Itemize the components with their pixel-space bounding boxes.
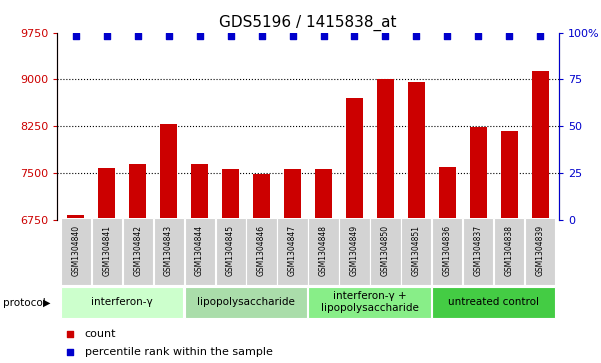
Text: GSM1304840: GSM1304840 [71, 224, 80, 276]
Bar [185, 218, 215, 285]
Point [319, 33, 328, 39]
Text: protocol: protocol [3, 298, 46, 308]
Bar [308, 218, 338, 285]
Bar [532, 71, 549, 220]
Bar [98, 168, 115, 220]
Bar [153, 218, 184, 285]
Bar [160, 124, 177, 220]
Text: GSM1304849: GSM1304849 [350, 224, 359, 276]
Bar [340, 218, 370, 285]
Point [474, 33, 483, 39]
Bar [67, 215, 84, 220]
Point [535, 33, 545, 39]
Bar [61, 218, 91, 285]
Point [226, 33, 236, 39]
Bar [222, 169, 239, 220]
Bar [246, 218, 276, 285]
Point [133, 33, 142, 39]
Text: interferon-γ +
lipopolysaccharide: interferon-γ + lipopolysaccharide [321, 291, 419, 313]
Bar [191, 164, 208, 220]
Point [71, 33, 81, 39]
Text: GSM1304848: GSM1304848 [319, 225, 328, 276]
Text: GSM1304851: GSM1304851 [412, 225, 421, 276]
Text: count: count [85, 329, 116, 339]
Point [505, 33, 514, 39]
Text: GSM1304850: GSM1304850 [381, 224, 390, 276]
Bar [253, 174, 270, 220]
Bar [408, 82, 425, 220]
Text: GSM1304843: GSM1304843 [164, 224, 173, 276]
Bar [432, 287, 555, 318]
Point [417, 272, 427, 278]
Point [288, 33, 297, 39]
Bar [284, 168, 301, 220]
Bar [91, 218, 122, 285]
Bar [439, 167, 456, 220]
Text: GSM1304844: GSM1304844 [195, 224, 204, 276]
Text: lipopolysaccharide: lipopolysaccharide [197, 297, 295, 307]
Bar [346, 98, 363, 220]
Text: GSM1304846: GSM1304846 [257, 224, 266, 276]
Text: percentile rank within the sample: percentile rank within the sample [85, 347, 273, 357]
Bar [370, 218, 400, 285]
Text: GSM1304847: GSM1304847 [288, 224, 297, 276]
Text: GSM1304838: GSM1304838 [505, 225, 514, 276]
Point [102, 33, 111, 39]
Text: GSM1304837: GSM1304837 [474, 224, 483, 276]
Point [417, 107, 427, 113]
Bar [401, 218, 432, 285]
Bar [61, 287, 183, 318]
Text: GSM1304841: GSM1304841 [102, 225, 111, 276]
Bar [315, 168, 332, 220]
Bar [432, 218, 463, 285]
Bar [501, 131, 518, 220]
Bar [123, 218, 153, 285]
Bar [377, 79, 394, 220]
Point [350, 33, 359, 39]
Bar [216, 218, 246, 285]
Bar [494, 218, 525, 285]
Bar [525, 218, 555, 285]
Bar [129, 163, 146, 220]
Point [164, 33, 174, 39]
Bar [278, 218, 308, 285]
Text: ▶: ▶ [43, 298, 50, 308]
Bar [463, 218, 493, 285]
Point [380, 33, 390, 39]
Text: GSM1304839: GSM1304839 [536, 224, 545, 276]
Text: GSM1304845: GSM1304845 [226, 224, 235, 276]
Text: untreated control: untreated control [448, 297, 539, 307]
Bar [470, 127, 487, 220]
Text: GSM1304842: GSM1304842 [133, 225, 142, 276]
Bar [308, 287, 431, 318]
Point [442, 33, 452, 39]
Point [195, 33, 204, 39]
Text: GSM1304836: GSM1304836 [443, 224, 452, 276]
Title: GDS5196 / 1415838_at: GDS5196 / 1415838_at [219, 15, 397, 31]
Text: interferon-γ: interferon-γ [91, 297, 153, 307]
Point [412, 33, 421, 39]
Point [257, 33, 266, 39]
Bar [185, 287, 307, 318]
